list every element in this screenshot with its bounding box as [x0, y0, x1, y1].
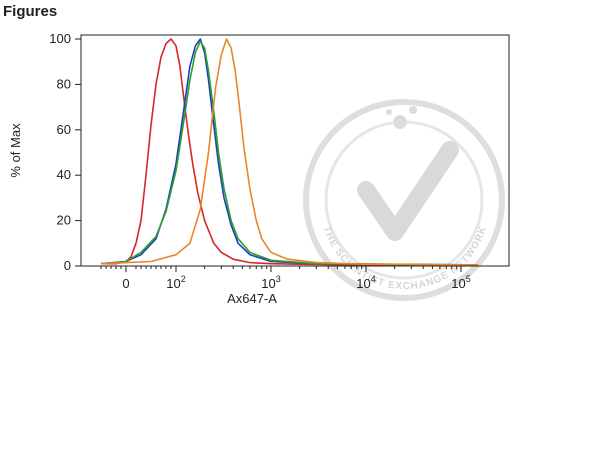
plot-frame: [80, 34, 510, 267]
watermark-dot-large: [393, 115, 407, 129]
watermark-dot-tiny: [386, 109, 392, 115]
figures-heading: Figures: [3, 3, 58, 20]
series-line-4: [100, 38, 478, 266]
watermark-dot-small: [409, 106, 417, 114]
watermark-logo: THE SCIENTIST EXCHANGE NETWORK: [303, 99, 505, 301]
watermark-inner-ring: [324, 120, 484, 280]
series-layer: [100, 38, 478, 266]
x-tick-label: 104: [356, 274, 375, 291]
series-line-1: [101, 38, 478, 266]
y-axis-label: % of Max: [8, 123, 23, 178]
x-tick-label: 105: [451, 274, 470, 291]
y-tick-label: 0: [64, 258, 71, 273]
y-tick-label: 20: [57, 213, 71, 228]
series-line-3: [100, 40, 478, 266]
x-axis-label: Ax647-A: [227, 291, 277, 306]
watermark-check-icon: [357, 141, 459, 241]
y-tick-label: 60: [57, 122, 71, 137]
x-tick-label: 0: [122, 276, 129, 291]
watermark-outer-ring: [303, 99, 505, 301]
x-tick-label: 103: [261, 274, 280, 291]
axes-layer: 0 20 40 60 80 100 0 102 103 104 105: [49, 31, 510, 291]
y-tick-label: 40: [57, 167, 71, 182]
x-tick-label: 102: [166, 274, 185, 291]
y-tick-label: 80: [57, 76, 71, 91]
y-tick-label: 100: [49, 31, 71, 46]
